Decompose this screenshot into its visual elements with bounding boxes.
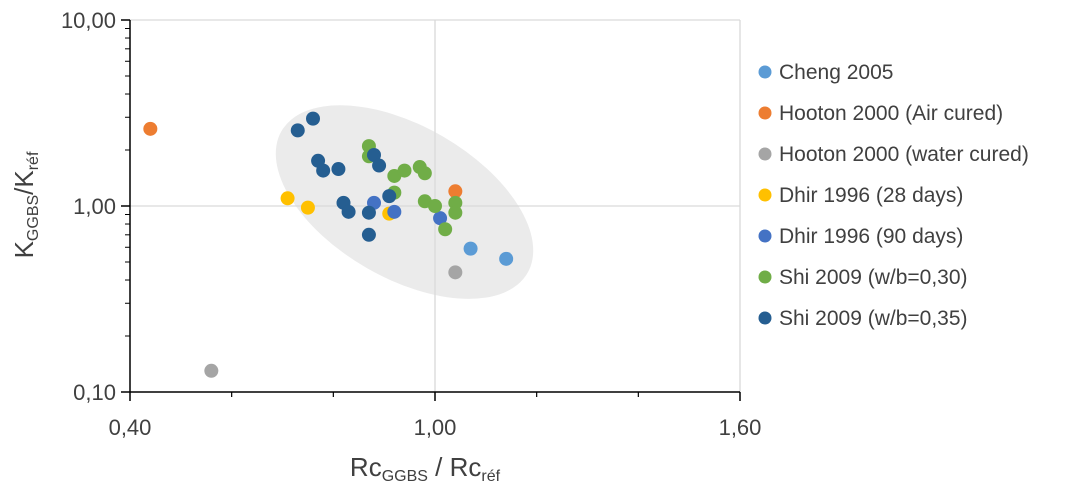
data-point: [143, 121, 158, 136]
data-point: [367, 148, 381, 163]
legend-label: Hooton 2000 (Air cured): [779, 102, 1003, 125]
data-point: [280, 191, 295, 206]
data-point: [372, 158, 387, 173]
tick-labels: 0,40 1,00 1,60 0,10 1,00 10,00: [61, 8, 761, 440]
axes: [121, 19, 741, 401]
data-point: [331, 162, 346, 177]
data-point: [361, 227, 376, 242]
data-point: [290, 123, 305, 138]
legend-label: Cheng 2005: [779, 61, 893, 84]
legend-marker: [758, 188, 772, 202]
data-point: [463, 241, 478, 256]
data-point: [438, 222, 453, 237]
legend-label: Dhir 1996 (28 days): [779, 184, 963, 207]
data-point: [361, 205, 376, 220]
data-point: [341, 204, 356, 219]
legend-marker: [758, 229, 772, 243]
legend-label: Dhir 1996 (90 days): [779, 225, 963, 248]
data-point: [204, 363, 219, 378]
data-point: [448, 195, 463, 210]
y-tick-label: 1,00: [73, 194, 116, 219]
legend-marker: [758, 106, 772, 120]
legend-marker: [758, 147, 772, 161]
x-tick-label: 1,60: [719, 415, 762, 440]
data-point: [428, 199, 442, 213]
data-point: [397, 163, 412, 178]
data-points: [143, 111, 514, 378]
data-point: [382, 189, 397, 204]
data-point: [448, 265, 463, 280]
y-axis-title: KGGBS/Kréf: [9, 151, 42, 258]
y-tick-label: 10,00: [61, 8, 116, 33]
plot-area: [121, 19, 741, 401]
data-point: [448, 205, 463, 220]
legend-label: Shi 2009 (w/b=0,30): [779, 266, 968, 289]
legend-label: Hooton 2000 (water cured): [779, 143, 1029, 166]
data-point: [433, 211, 448, 226]
data-point: [306, 111, 320, 126]
data-point: [499, 251, 514, 266]
legend: Cheng 2005 Hooton 2000 (Air cured) Hooton …: [758, 61, 1029, 330]
x-tick-label: 0,40: [109, 415, 152, 440]
data-point: [316, 163, 331, 178]
legend-marker: [758, 270, 772, 284]
y-tick-label: 0,10: [73, 380, 116, 405]
data-point: [417, 166, 432, 181]
legend-marker: [758, 311, 772, 325]
x-tick-label: 1,00: [414, 415, 457, 440]
data-point: [300, 200, 315, 215]
data-point: [387, 204, 402, 219]
legend-marker: [758, 65, 772, 79]
x-axis-title: RcGGBS / Rcréf: [350, 452, 501, 485]
data-point: [448, 184, 463, 199]
legend-label: Shi 2009 (w/b=0,35): [779, 307, 968, 330]
